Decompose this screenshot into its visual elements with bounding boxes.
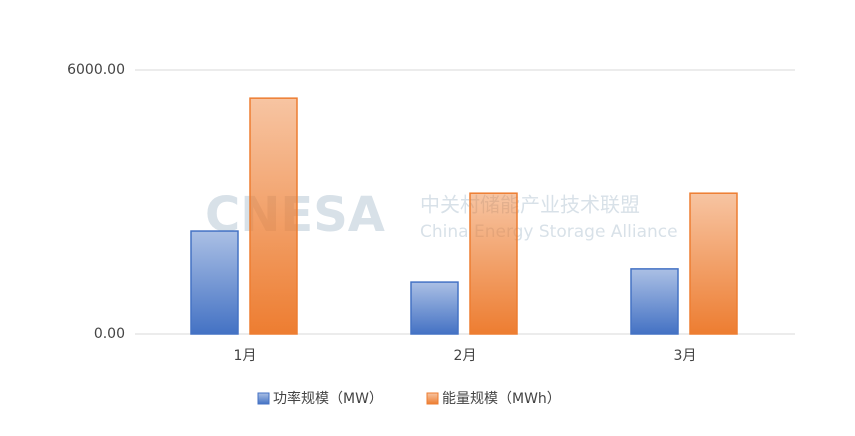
bar: [689, 192, 738, 335]
legend-label: 能量规模（MWh）: [442, 391, 561, 407]
legend-label: 功率规模（MW）: [273, 390, 383, 407]
bar: [630, 268, 679, 335]
y-tick-label: 6000.00: [67, 62, 125, 78]
bar: [469, 192, 518, 335]
x-tick-label: 2月: [454, 348, 477, 364]
watermark-name-cn: 中关村储能产业技术联盟: [420, 193, 640, 217]
watermark-name-en: China Energy Storage Alliance: [420, 222, 678, 242]
legend-swatch: [426, 392, 439, 405]
x-tick-label: 3月: [674, 348, 697, 364]
bar: [410, 281, 459, 335]
bar: [249, 97, 298, 335]
legend-swatch: [257, 392, 270, 405]
bar: [190, 230, 239, 335]
y-tick-label: 0.00: [94, 326, 125, 342]
x-tick-label: 1月: [234, 348, 257, 364]
